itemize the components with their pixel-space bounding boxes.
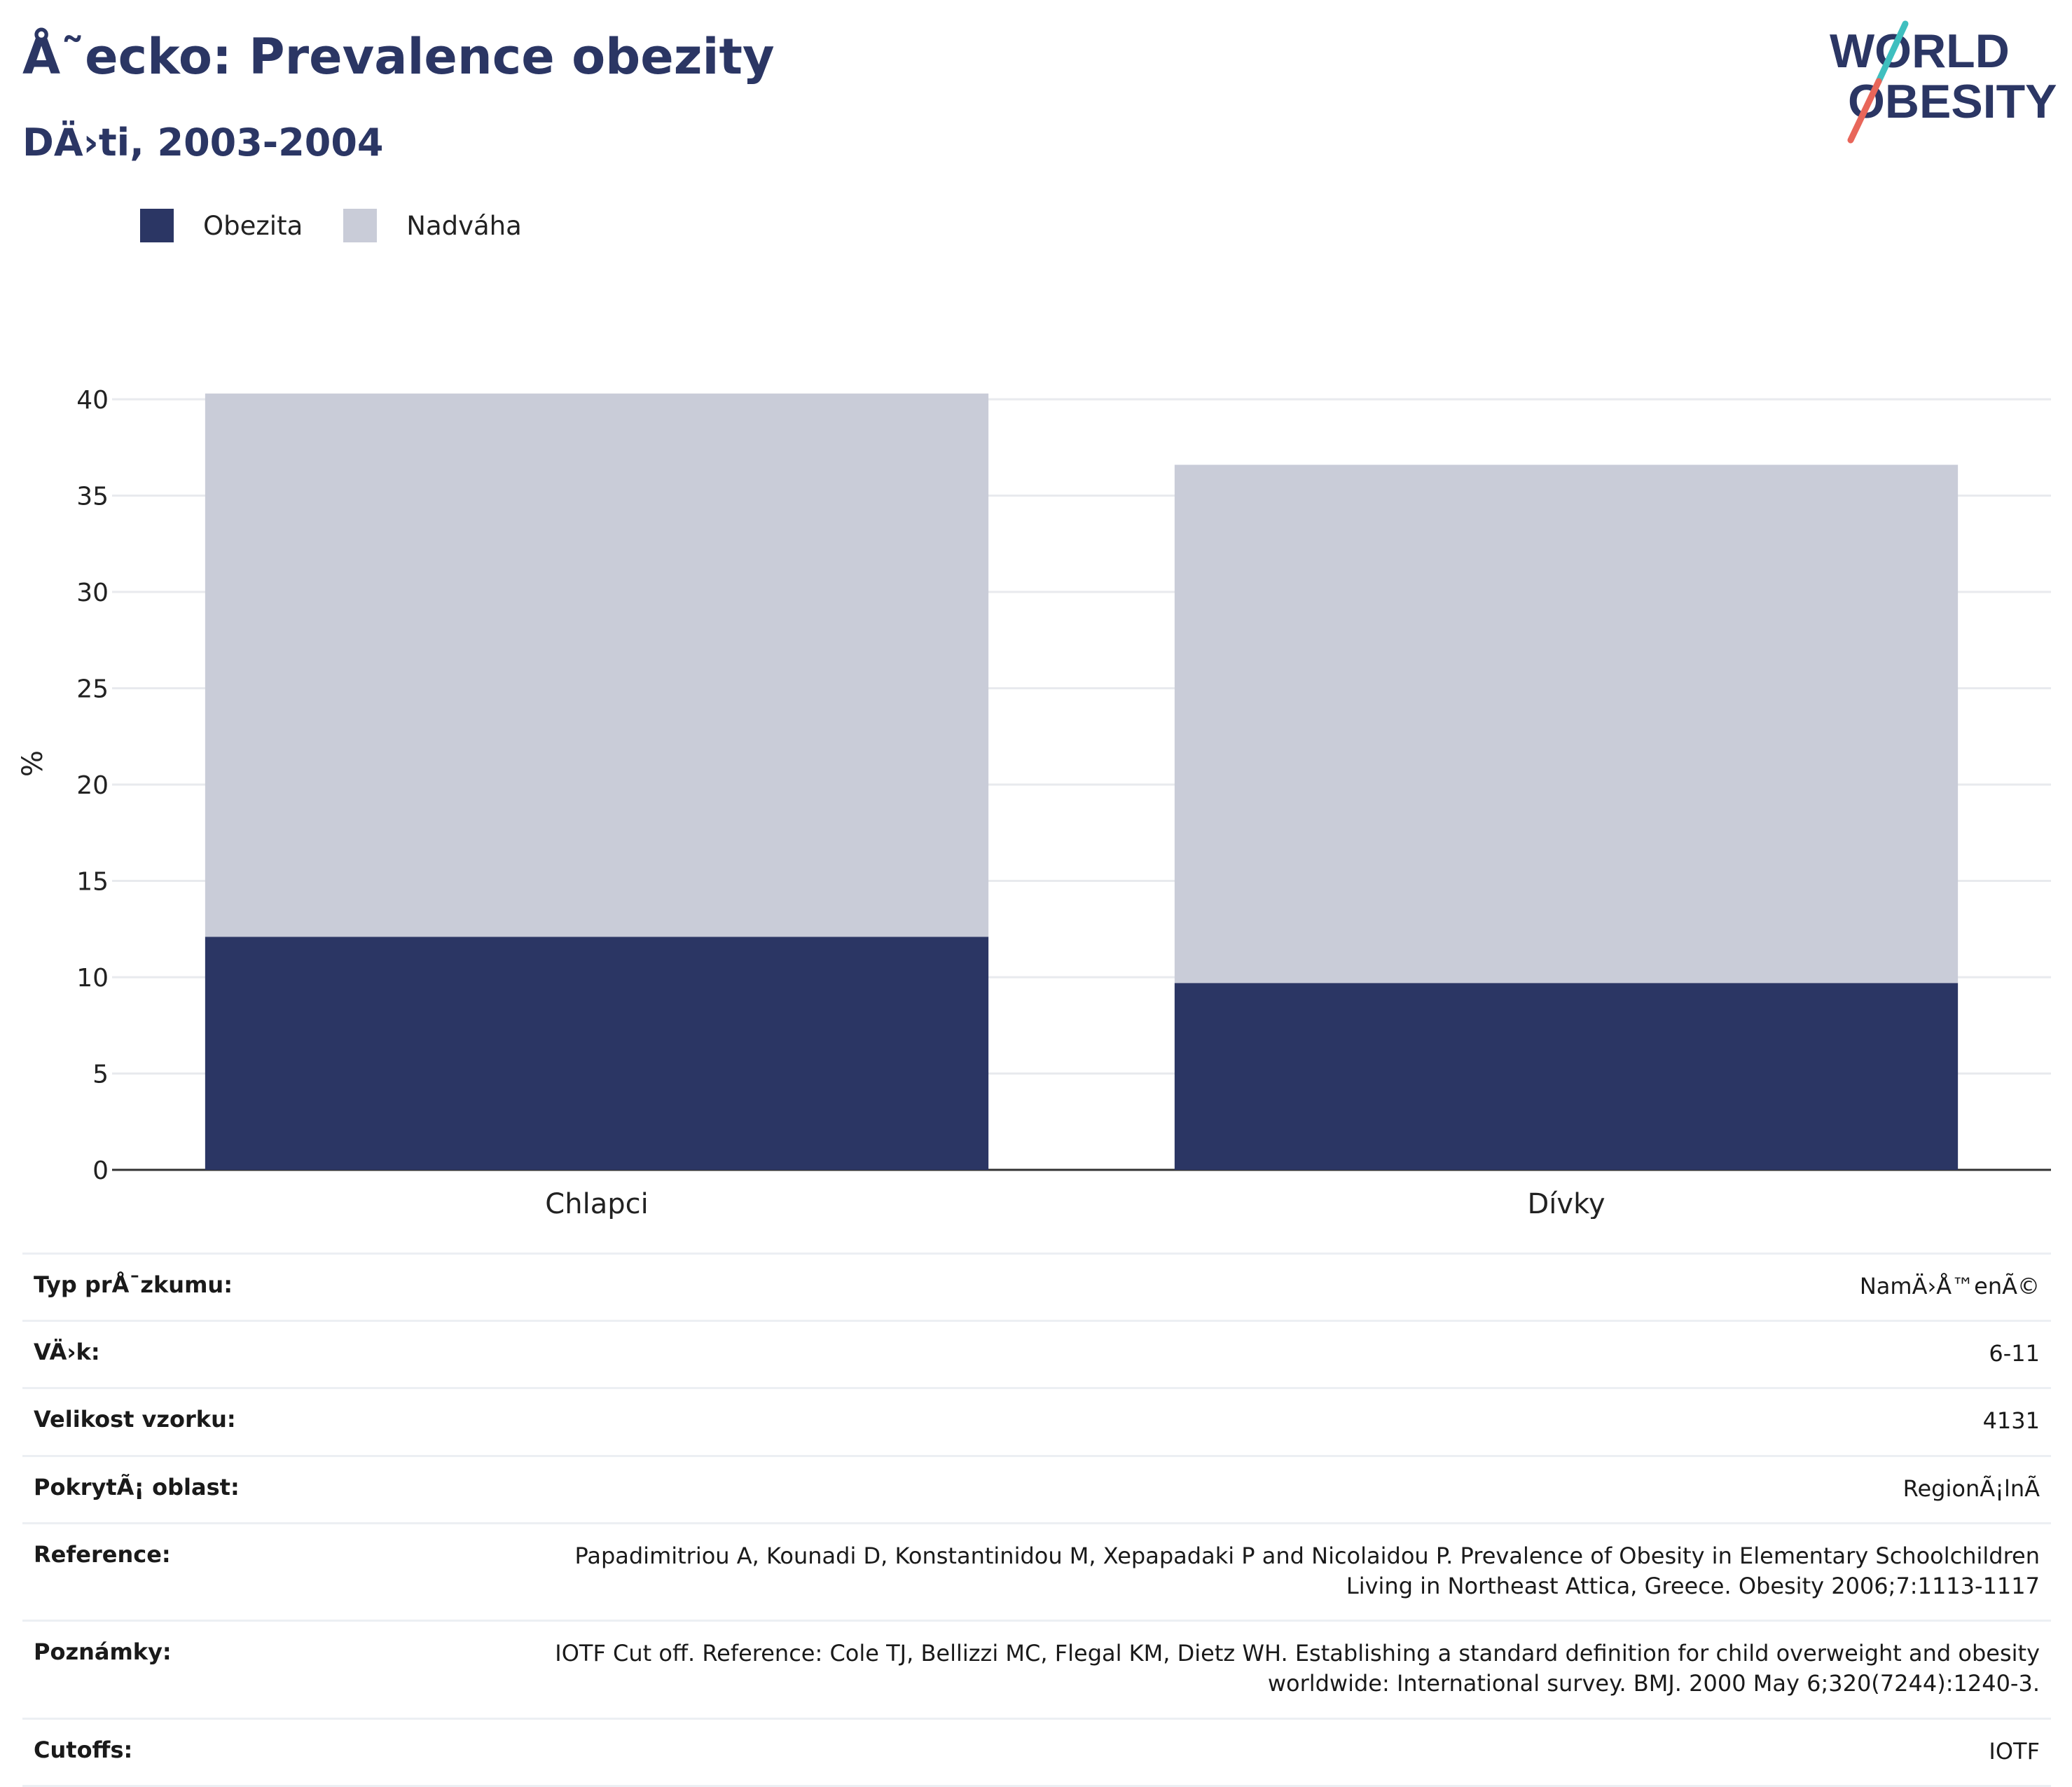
x-category-label: Chlapci: [545, 1188, 648, 1219]
chart-title: Å˜ecko: Prevalence obezity: [22, 28, 775, 85]
y-tick-label: 25: [76, 675, 109, 704]
info-row: Typ prÅ¯zkumu: NamÄ›Å™enÃ©: [22, 1252, 2051, 1321]
info-label: Cutoffs:: [22, 1717, 535, 1787]
y-tick-label: 15: [76, 868, 109, 897]
y-tick-label: 40: [76, 386, 109, 415]
info-row: Cutoffs: IOTF: [22, 1717, 2051, 1787]
info-row: Velikost vzorku: 4131: [22, 1387, 2051, 1456]
logo-slash-top: [1875, 20, 1909, 85]
info-row: Reference: Papadimitriou A, Kounadi D, Ko…: [22, 1522, 2051, 1621]
info-value: IOTF: [535, 1717, 2051, 1787]
info-label: Reference:: [22, 1522, 535, 1621]
info-value: IOTF Cut off. Reference: Cole TJ, Belliz…: [535, 1620, 2051, 1718]
y-axis-title: %: [17, 750, 49, 777]
info-label: PokrytÃ¡ oblast:: [22, 1454, 535, 1524]
study-info-table: Typ prÅ¯zkumu: NamÄ›Å™enÃ© VÄ›k: 6-11 Veliko…: [22, 1252, 2051, 1787]
world-obesity-logo: WORLD OBESITY: [1830, 20, 2057, 144]
info-value: RegionÃ¡lnÃ: [535, 1454, 2051, 1524]
logo-slash-bottom: [1847, 78, 1882, 144]
bars: [205, 393, 1959, 1170]
legend-label-obezita: Obezita: [203, 210, 303, 241]
x-category-label: Dívky: [1528, 1188, 1605, 1219]
bar-nadvha-0[interactable]: [205, 393, 989, 937]
y-tick-labels: 0 5 10 15 20 25 30 35 40: [76, 386, 109, 1185]
legend-label-nadvaha: Nadváha: [406, 210, 522, 241]
bar-nadvha-1[interactable]: [1174, 464, 1959, 984]
y-tick-label: 5: [92, 1061, 109, 1089]
x-category-labels: Chlapci Dívky: [545, 1188, 1605, 1219]
info-value: 6-11: [535, 1320, 2051, 1388]
logo-word-obesity: OBESITY: [1848, 75, 2057, 128]
bar-obezita-0[interactable]: [205, 937, 989, 1170]
legend-item-obezita[interactable]: Obezita: [140, 209, 303, 242]
info-value: 4131: [535, 1387, 2051, 1456]
y-tick-label: 10: [76, 964, 109, 993]
stacked-bar-chart: % 0 5 10 15 20 25 30 35 40 Chlapci Dívky: [17, 386, 2051, 1219]
chart-subtitle: DÄ›ti, 2003-2004: [22, 120, 384, 165]
y-tick-label: 35: [76, 483, 109, 511]
bar-obezita-1[interactable]: [1174, 983, 1959, 1170]
y-tick-label: 30: [76, 579, 109, 607]
info-row: VÄ›k: 6-11: [22, 1320, 2051, 1388]
info-label: Velikost vzorku:: [22, 1387, 535, 1456]
info-row: Poznámky: IOTF Cut off. Reference: Cole T…: [22, 1620, 2051, 1718]
info-value: NamÄ›Å™enÃ©: [535, 1252, 2051, 1321]
legend-swatch-obezita: [140, 209, 174, 242]
info-label: Poznámky:: [22, 1620, 535, 1718]
legend-swatch-nadvaha: [343, 209, 378, 242]
info-label: VÄ›k:: [22, 1320, 535, 1388]
legend-item-nadvaha[interactable]: Nadváha: [343, 209, 522, 242]
info-value: Papadimitriou A, Kounadi D, Konstantinid…: [535, 1522, 2051, 1621]
y-tick-label: 0: [92, 1157, 109, 1185]
y-tick-label: 20: [76, 771, 109, 800]
info-row: PokrytÃ¡ oblast: RegionÃ¡lnÃ: [22, 1454, 2051, 1524]
logo-word-world: WORLD: [1830, 25, 2010, 78]
info-label: Typ prÅ¯zkumu:: [22, 1252, 535, 1321]
chart-legend: Obezita Nadváha: [140, 209, 562, 242]
